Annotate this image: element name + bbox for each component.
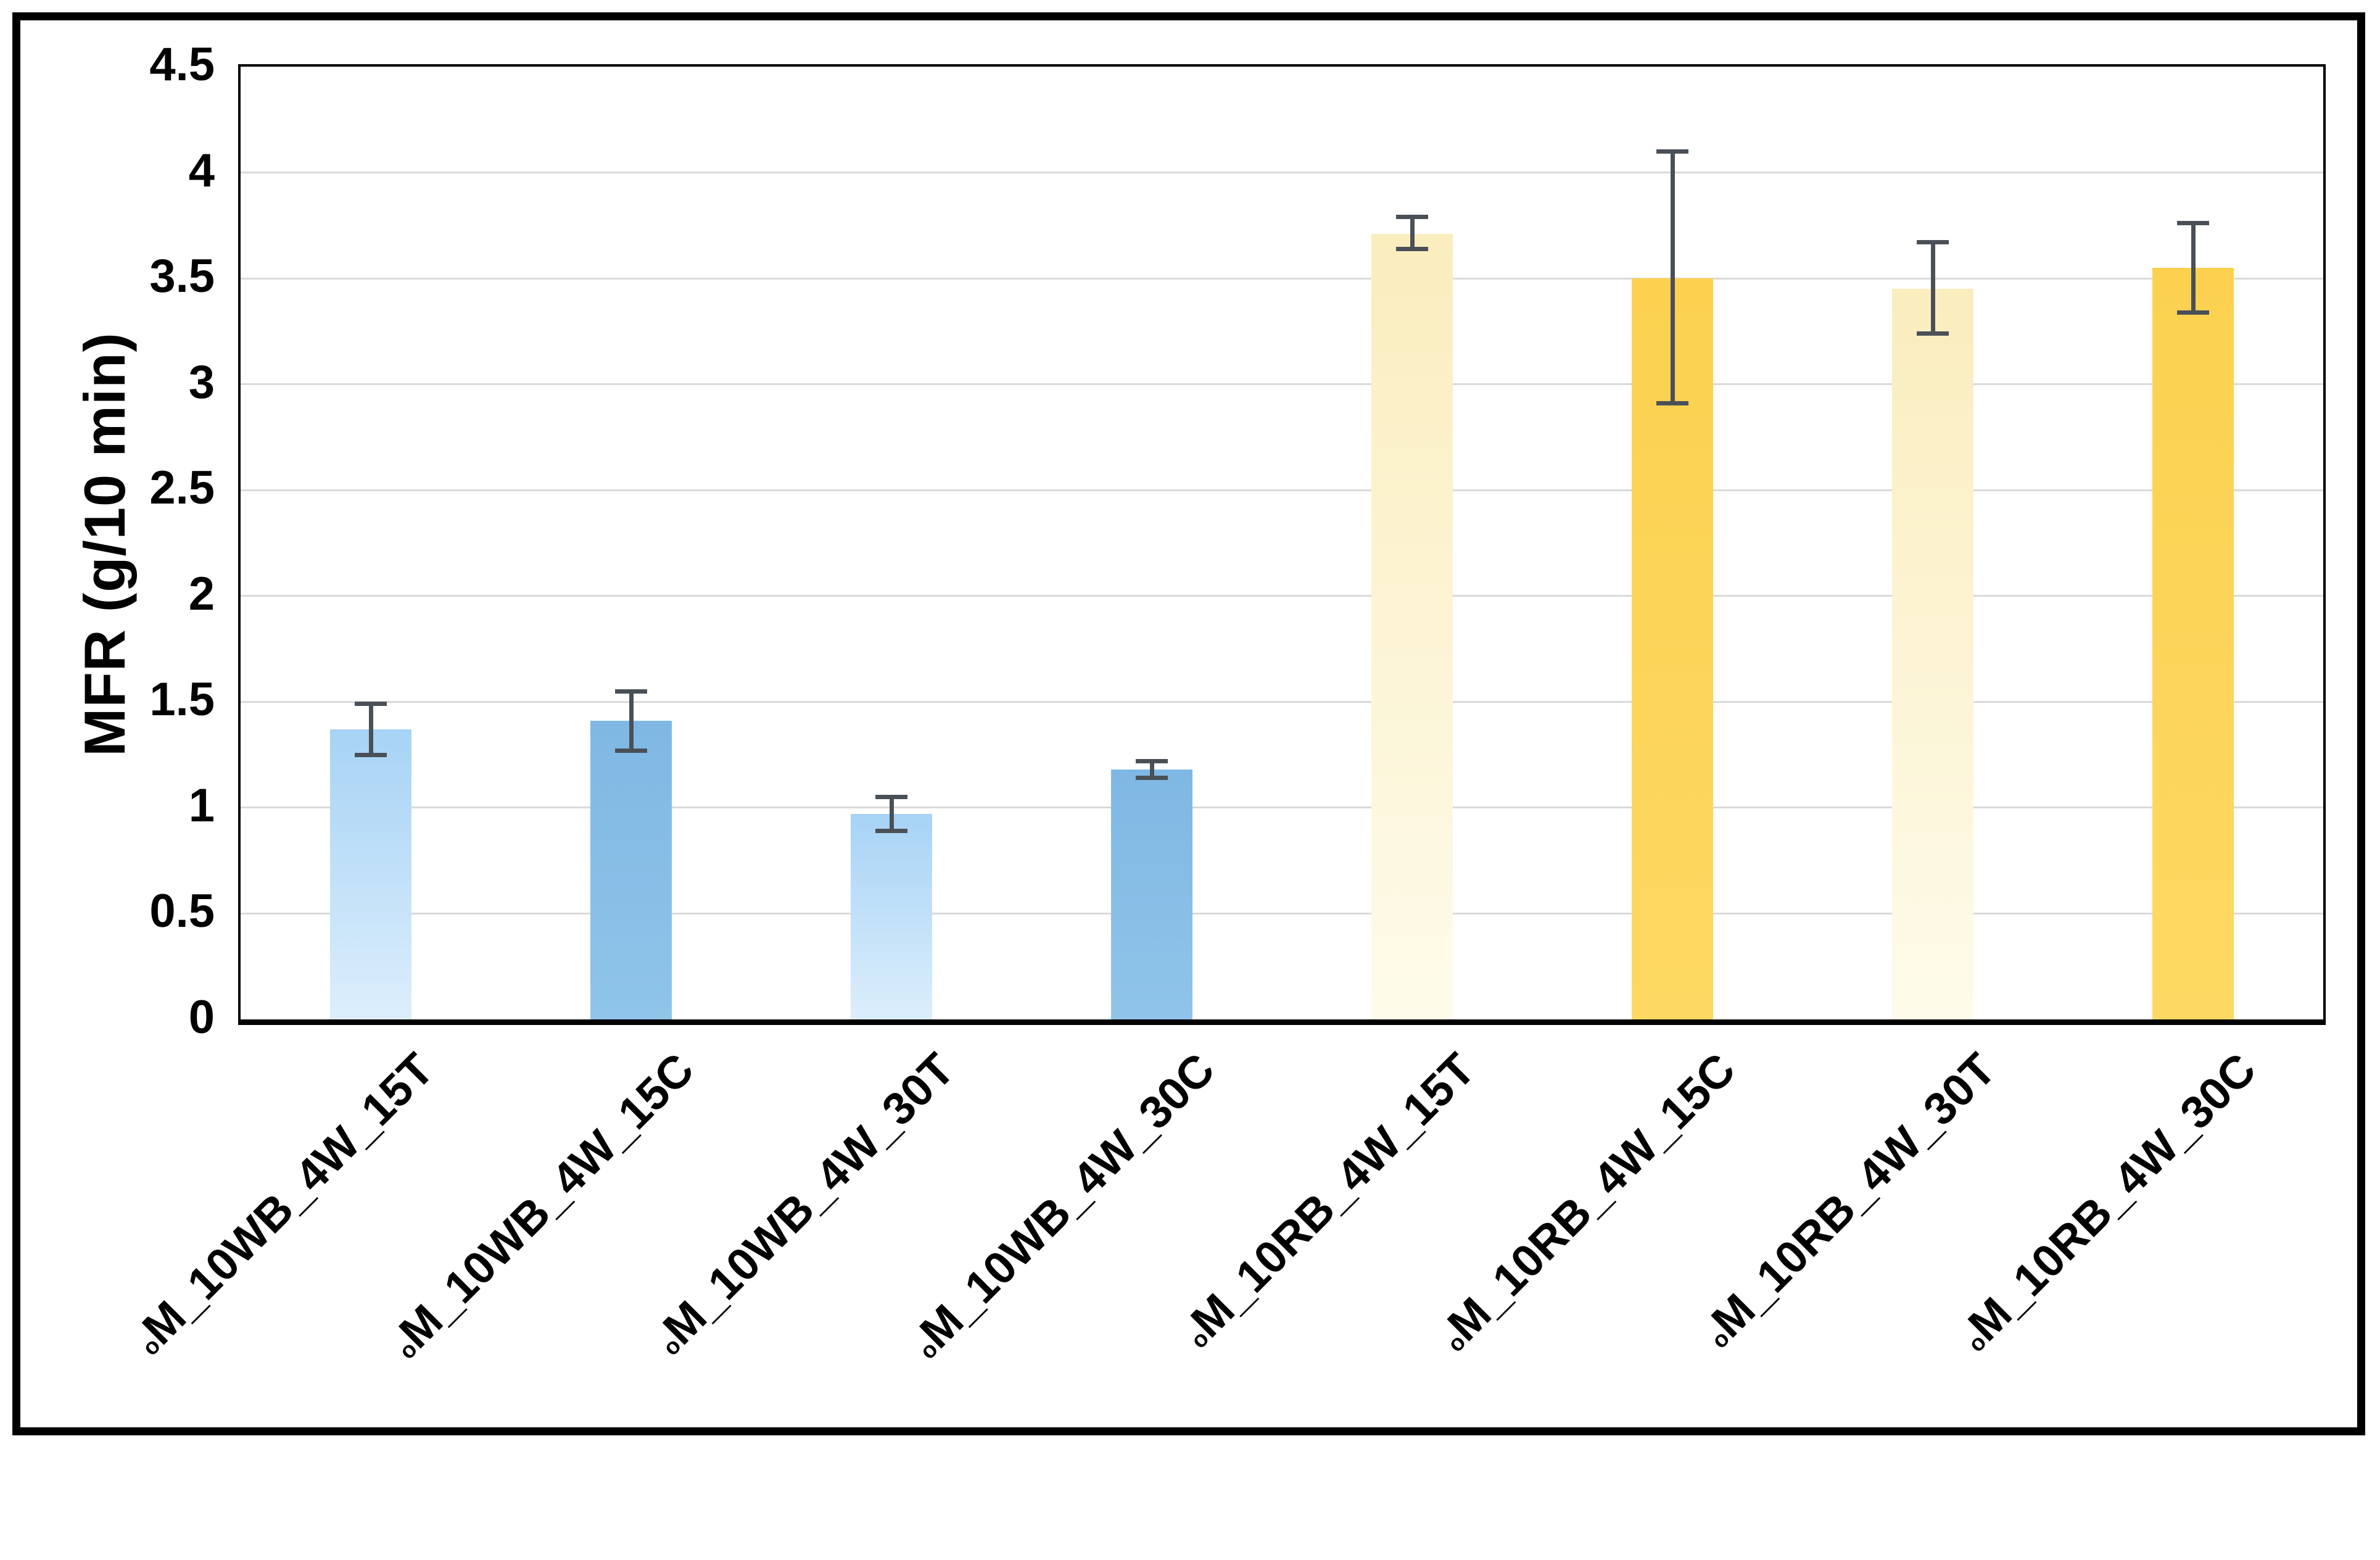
- x-category-label: oM_10WB_4W_15C: [187, 1043, 704, 1560]
- gridline: [241, 277, 2323, 280]
- error-bar-cap-bottom: [615, 748, 647, 753]
- error-bar-line: [2191, 223, 2196, 312]
- x-label-text: M_10WB_4W_15C: [389, 1043, 704, 1358]
- gridline: [241, 700, 2323, 703]
- error-bar-cap-bottom: [2177, 310, 2209, 315]
- error-bar-cap-top: [355, 702, 387, 707]
- bar-M_10RB_4W_15T: [1371, 234, 1453, 1019]
- y-tick-label: 4.5: [149, 38, 215, 91]
- error-bar-cap-top: [1396, 215, 1428, 220]
- plot-frame: [238, 64, 2326, 1025]
- error-bar-cap-top: [1917, 240, 1949, 245]
- error-bar-line: [1930, 242, 1935, 334]
- error-bar-line: [1670, 151, 1675, 404]
- bar-M_10RB_4W_30T: [1892, 289, 1973, 1019]
- error-bar-cap-bottom: [1656, 401, 1688, 406]
- x-label-text: M_10RB_4W_30T: [1701, 1043, 2006, 1347]
- figure-border: [12, 12, 2365, 1435]
- bar-M_10WB_4W_30T: [851, 814, 932, 1019]
- bar-M_10WB_4W_15C: [590, 721, 672, 1019]
- error-bar-line: [368, 703, 373, 755]
- error-bar-cap-bottom: [1396, 246, 1428, 251]
- x-category-label: oM_10RB_4W_30C: [1749, 1043, 2266, 1560]
- x-category-label: oM_10RB_4W_30T: [1489, 1043, 2006, 1560]
- y-tick-label: 3: [188, 355, 215, 409]
- x-label-text: M_10RB_4W_30C: [1958, 1043, 2266, 1351]
- error-bar-cap-bottom: [355, 752, 387, 757]
- y-tick-label: 4: [188, 144, 215, 197]
- gridline: [241, 489, 2323, 491]
- x-label-text: M_10RB_4W_15T: [1181, 1043, 1485, 1347]
- x-label-text: M_10WB_4W_15T: [132, 1043, 444, 1355]
- error-bar-cap-top: [1656, 149, 1688, 154]
- x-category-label: oM_10WB_4W_30C: [708, 1043, 1225, 1560]
- error-bar-line: [1149, 761, 1154, 778]
- y-tick-label: 0.5: [149, 885, 215, 938]
- figure-canvas: MFR (g/10 min) 0 0.5 1 1.5 2 2.5 3 3.5 4 4.5 oM_10…: [12, 12, 2365, 1435]
- error-bar-line: [629, 691, 634, 751]
- y-tick-label: 3.5: [149, 250, 215, 303]
- error-bar-cap-top: [2177, 221, 2209, 226]
- error-bar-line: [889, 797, 894, 831]
- gridline: [241, 172, 2323, 174]
- error-bar-line: [1410, 217, 1415, 249]
- y-tick-label: 2: [188, 567, 215, 620]
- x-label-text: M_10WB_4W_30T: [653, 1043, 964, 1355]
- error-bar-cap-top: [875, 795, 907, 800]
- bar-M_10RB_4W_30C: [2152, 267, 2234, 1019]
- x-category-label: oM_10WB_4W_30T: [447, 1043, 964, 1560]
- gridline: [241, 807, 2323, 809]
- x-category-label: oM_10RB_4W_15T: [968, 1043, 1485, 1560]
- x-label-text: M_10WB_4W_30C: [909, 1043, 1225, 1358]
- y-tick-label: 1: [188, 779, 215, 832]
- gridline: [241, 383, 2323, 386]
- error-bar-cap-bottom: [1917, 331, 1949, 336]
- y-tick-label: 1.5: [149, 673, 215, 726]
- y-tick-label: 2.5: [149, 462, 215, 515]
- gridline: [241, 912, 2323, 915]
- gridline: [241, 595, 2323, 597]
- error-bar-cap-bottom: [875, 829, 907, 834]
- y-tick-label: 0: [188, 991, 215, 1044]
- error-bar-cap-top: [615, 689, 647, 694]
- bar-M_10WB_4W_30C: [1111, 770, 1192, 1019]
- x-category-label: oM_10RB_4W_15C: [1228, 1043, 1745, 1560]
- bar-M_10WB_4W_15T: [330, 729, 411, 1019]
- x-label-text: M_10RB_4W_15C: [1437, 1043, 1745, 1351]
- error-bar-cap-bottom: [1136, 776, 1168, 781]
- x-category-label: oM_10WB_4W_15T: [0, 1043, 444, 1560]
- error-bar-cap-top: [1136, 758, 1168, 763]
